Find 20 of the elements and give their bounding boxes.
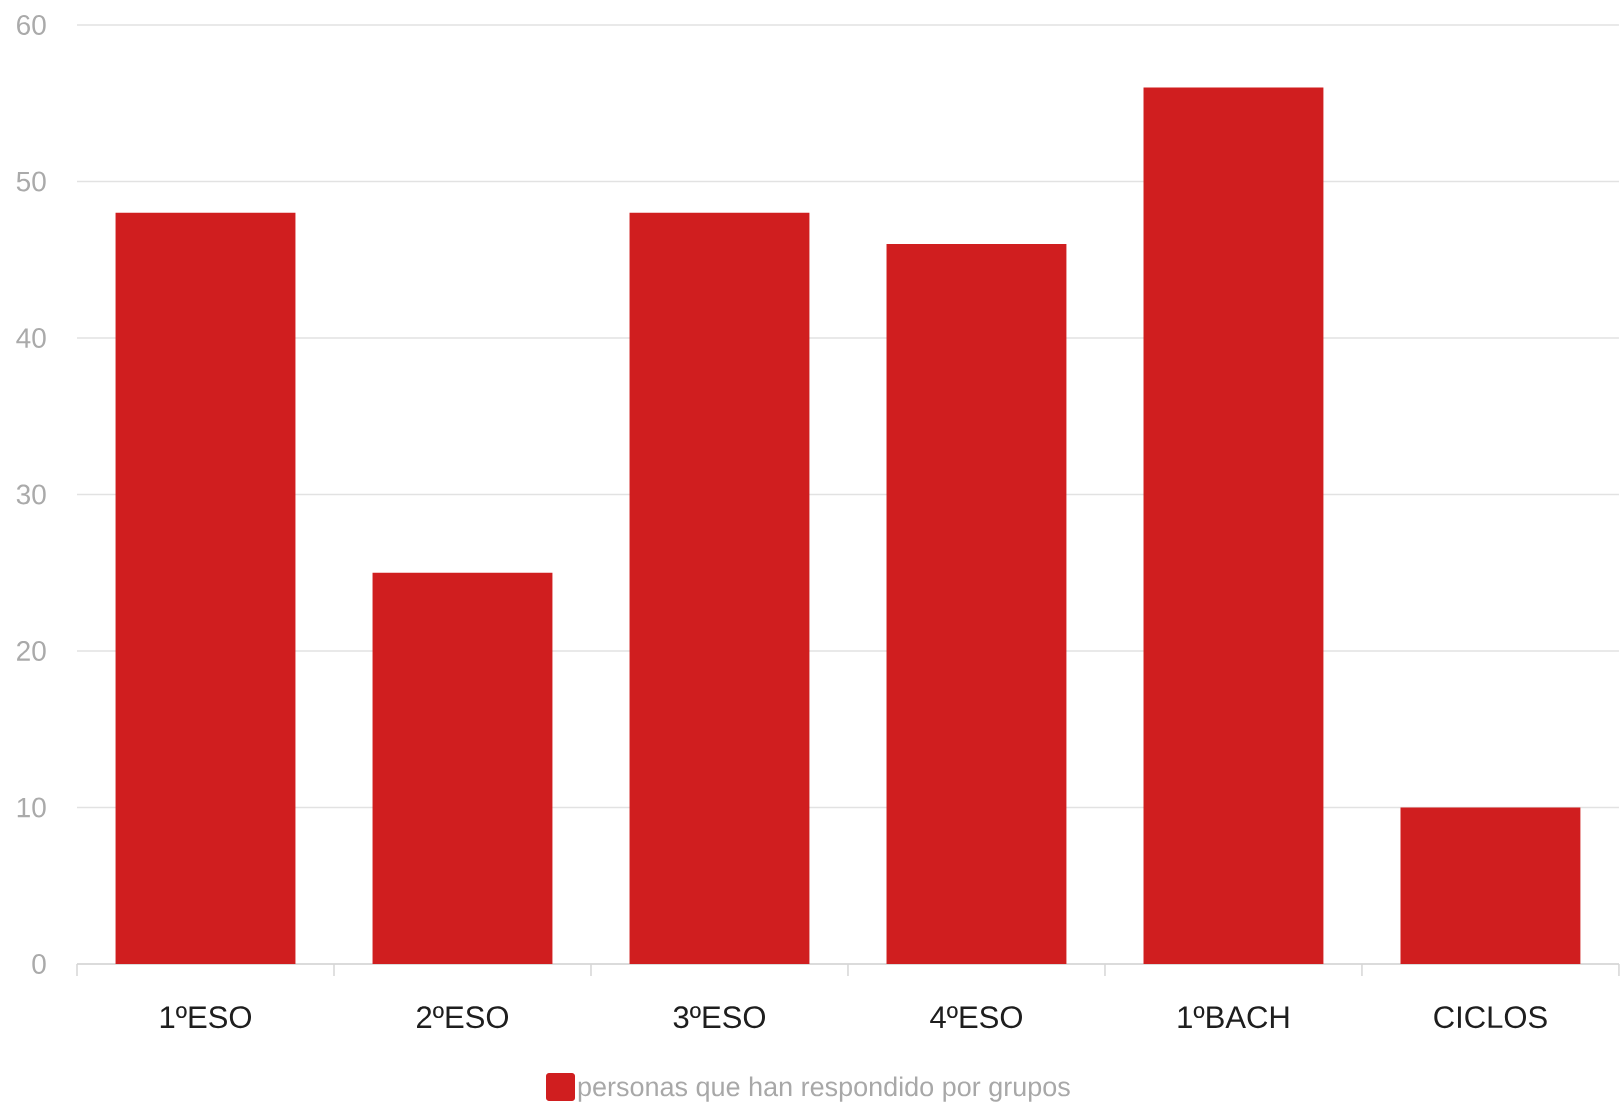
y-tick-label: 10 <box>17 797 46 818</box>
x-tick-label: 2ºESO <box>417 1006 509 1029</box>
y-tick-label: 40 <box>16 328 46 348</box>
y-tick-label: 50 <box>16 171 46 192</box>
bar <box>1400 807 1581 964</box>
bar <box>1143 87 1324 964</box>
bar <box>372 572 553 964</box>
bar <box>886 244 1067 964</box>
x-tick-label: 1ºBACH <box>1178 1006 1289 1029</box>
x-tick-label: CICLOS <box>1434 1006 1547 1029</box>
legend-label: personas que han respondido por grupos <box>578 1076 1070 1102</box>
y-tick-label: 0 <box>32 954 46 974</box>
x-tick-label: 1ºESO <box>160 1006 252 1029</box>
y-tick-label: 60 <box>17 15 46 35</box>
y-tick-label: 30 <box>16 484 46 505</box>
y-tick-label: 20 <box>17 641 46 661</box>
bar <box>115 212 296 964</box>
bar <box>629 212 810 964</box>
x-tick-label: 3ºESO <box>673 1006 765 1029</box>
x-tick-label: 4ºESO <box>930 1006 1022 1029</box>
